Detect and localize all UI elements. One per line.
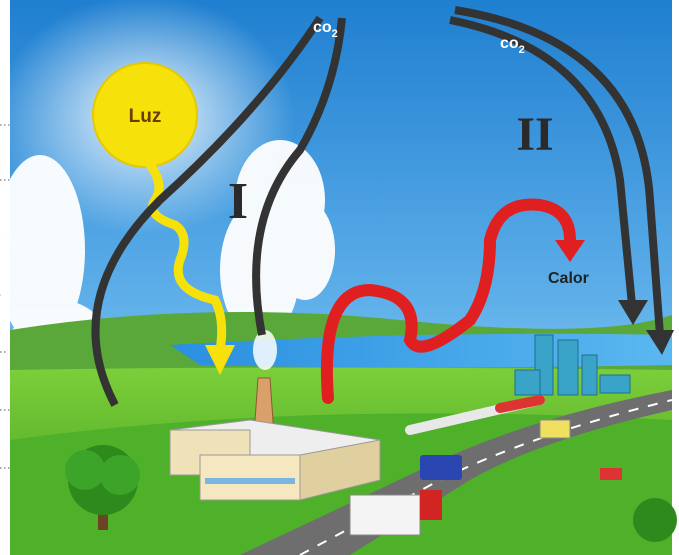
process-label: I (228, 173, 248, 230)
illustration: Luz co2 co2 I II Calor (0, 0, 679, 555)
bush (633, 498, 677, 542)
sun-label: Luz (129, 106, 162, 127)
heat-label: Calor (548, 270, 589, 287)
scene: Luz co2 co2 I II Calor (0, 0, 677, 555)
co2-subscript: 2 (332, 28, 338, 40)
co2-subscript: 2 (519, 44, 525, 56)
co2-text: co (500, 35, 519, 52)
co2-text: co (313, 19, 332, 36)
page: {"illustration": { "sun_label": "Luz", "… (0, 0, 679, 555)
process-label: II (516, 108, 553, 161)
